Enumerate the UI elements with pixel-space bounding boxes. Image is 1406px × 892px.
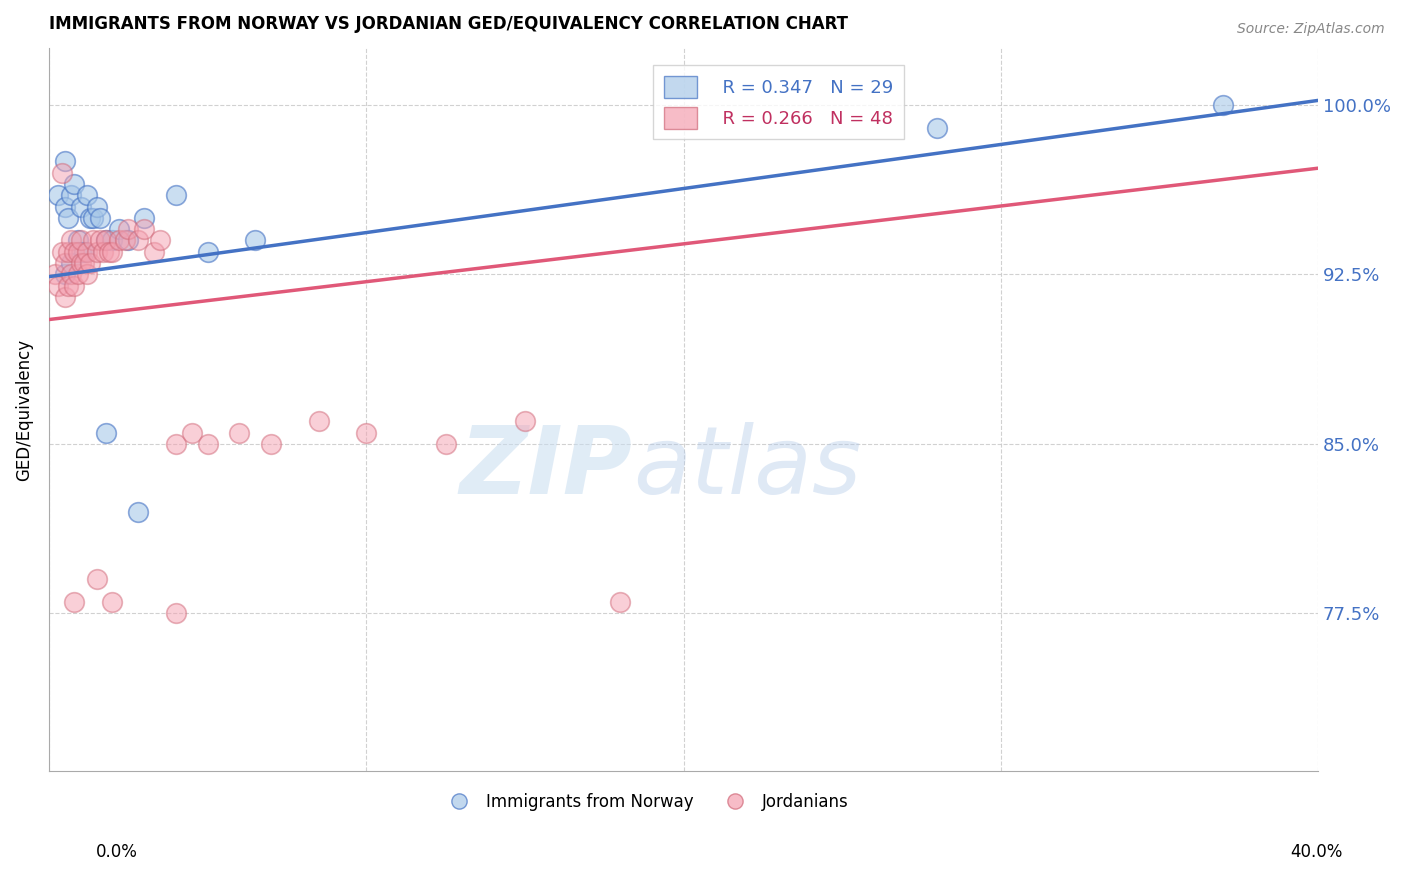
Point	[356, 425, 378, 440]
Point	[114, 234, 136, 248]
Point	[89, 234, 111, 248]
Point	[48, 278, 70, 293]
Text: ZIP: ZIP	[460, 422, 633, 514]
Point	[63, 177, 86, 191]
Point	[56, 278, 79, 293]
Text: 0.0%: 0.0%	[96, 843, 138, 861]
Point	[165, 606, 187, 620]
Point	[94, 234, 117, 248]
Point	[63, 244, 86, 259]
Point	[53, 256, 76, 270]
Text: Source: ZipAtlas.com: Source: ZipAtlas.com	[1237, 22, 1385, 37]
Point	[94, 234, 117, 248]
Point	[107, 234, 129, 248]
Point	[180, 425, 202, 440]
Point	[107, 222, 129, 236]
Point	[127, 505, 149, 519]
Point	[44, 268, 66, 282]
Point	[63, 595, 86, 609]
Point	[165, 437, 187, 451]
Point	[513, 414, 536, 428]
Point	[101, 595, 124, 609]
Point	[73, 244, 96, 259]
Point	[260, 437, 283, 451]
Point	[66, 244, 89, 259]
Point	[73, 256, 96, 270]
Point	[149, 234, 172, 248]
Point	[53, 200, 76, 214]
Point	[60, 188, 83, 202]
Point	[165, 188, 187, 202]
Point	[245, 234, 267, 248]
Point	[82, 211, 104, 225]
Point	[134, 222, 156, 236]
Point	[101, 234, 124, 248]
Point	[91, 244, 114, 259]
Point	[434, 437, 457, 451]
Point	[66, 234, 89, 248]
Point	[94, 425, 117, 440]
Point	[56, 211, 79, 225]
Point	[69, 256, 91, 270]
Point	[60, 268, 83, 282]
Point	[86, 244, 108, 259]
Point	[98, 244, 121, 259]
Point	[308, 414, 330, 428]
Point	[56, 244, 79, 259]
Y-axis label: GED/Equivalency: GED/Equivalency	[15, 339, 32, 481]
Text: atlas: atlas	[633, 422, 860, 513]
Point	[51, 166, 73, 180]
Point	[53, 290, 76, 304]
Point	[142, 244, 165, 259]
Point	[76, 188, 98, 202]
Point	[53, 154, 76, 169]
Point	[86, 200, 108, 214]
Point	[197, 437, 219, 451]
Point	[927, 120, 949, 135]
Point	[69, 234, 91, 248]
Point	[53, 268, 76, 282]
Point	[609, 595, 631, 609]
Point	[60, 256, 83, 270]
Point	[76, 244, 98, 259]
Point	[48, 188, 70, 202]
Point	[197, 244, 219, 259]
Point	[228, 425, 250, 440]
Point	[117, 234, 139, 248]
Point	[69, 200, 91, 214]
Point	[82, 234, 104, 248]
Point	[66, 268, 89, 282]
Point	[60, 234, 83, 248]
Point	[51, 244, 73, 259]
Point	[117, 222, 139, 236]
Point	[89, 211, 111, 225]
Text: 40.0%: 40.0%	[1291, 843, 1343, 861]
Point	[101, 244, 124, 259]
Point	[69, 244, 91, 259]
Point	[79, 256, 101, 270]
Legend: Immigrants from Norway, Jordanians: Immigrants from Norway, Jordanians	[436, 786, 855, 817]
Point	[127, 234, 149, 248]
Point	[134, 211, 156, 225]
Point	[63, 278, 86, 293]
Point	[86, 572, 108, 586]
Text: IMMIGRANTS FROM NORWAY VS JORDANIAN GED/EQUIVALENCY CORRELATION CHART: IMMIGRANTS FROM NORWAY VS JORDANIAN GED/…	[49, 15, 848, 33]
Point	[79, 211, 101, 225]
Point	[76, 268, 98, 282]
Point	[1212, 98, 1234, 112]
